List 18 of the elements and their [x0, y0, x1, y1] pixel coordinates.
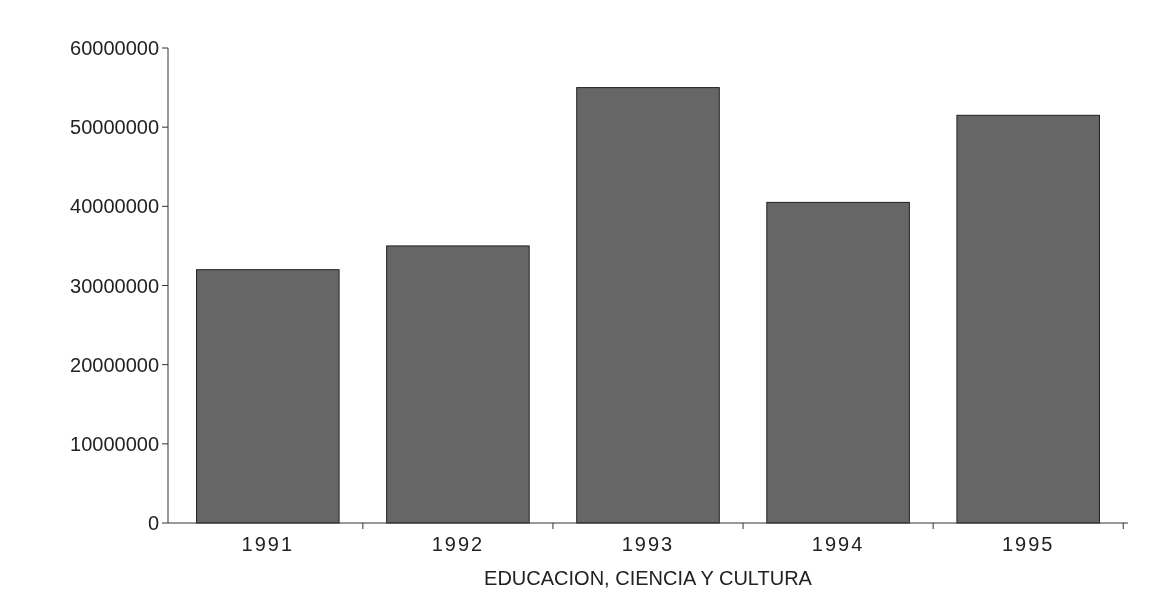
x-tick-label: 1994	[811, 533, 865, 555]
y-tick-label: 40000000	[70, 195, 159, 218]
bar	[956, 114, 1100, 524]
x-tick-label: 1992	[431, 533, 485, 555]
bar	[196, 269, 340, 524]
y-tick-label: 50000000	[70, 116, 159, 139]
x-axis-title: EDUCACION, CIENCIA Y CULTURA	[484, 567, 813, 589]
y-tick-label: 10000000	[70, 432, 159, 455]
y-tick-label: 30000000	[70, 274, 159, 297]
x-tick-label: 1995	[1001, 533, 1055, 555]
y-tick-label: 60000000	[70, 37, 159, 59]
bar	[576, 87, 720, 524]
y-tick-label: 0	[147, 512, 159, 534]
x-tick-label: 1993	[621, 533, 675, 555]
bar	[386, 245, 530, 524]
x-tick-label: 1991	[241, 533, 295, 555]
bar	[766, 201, 910, 524]
y-tick-label: 20000000	[70, 353, 159, 376]
